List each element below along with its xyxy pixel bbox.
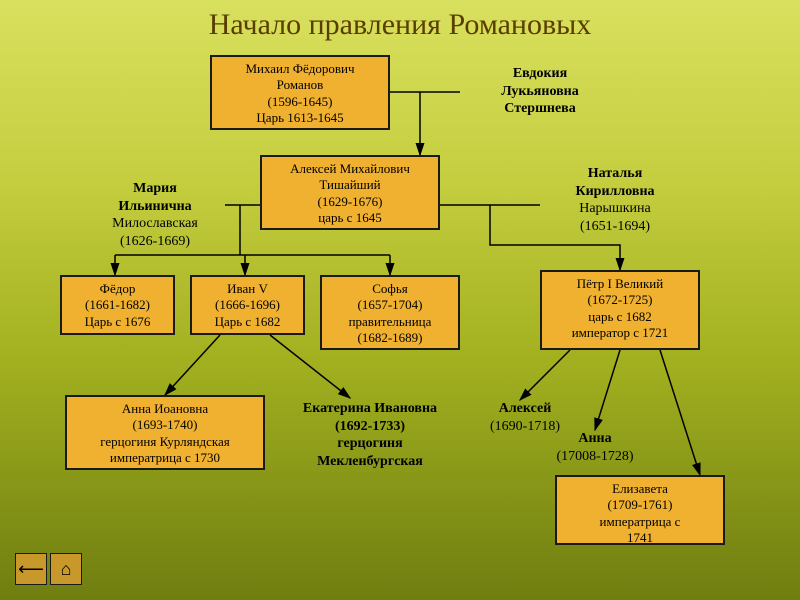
node-maria: МарияИльиничнаМилославская(1626-1669) [85, 180, 225, 250]
node-ivan5: Иван V(1666-1696)Царь с 1682 [190, 275, 305, 335]
home-icon: ⌂ [61, 559, 72, 580]
node-evdokia: ЕвдокияЛукьяновнаСтершнева [460, 65, 620, 118]
slide: Начало правления Романовых Михаил Фёдоро… [0, 0, 800, 600]
node-sofia: Софья(1657-1704)правительница(1682-1689) [320, 275, 460, 350]
node-mikhail: Михаил ФёдоровичРоманов(1596-1645)Царь 1… [210, 55, 390, 130]
arrow-left-icon: ⟵ [18, 559, 44, 580]
nav-back-button[interactable]: ⟵ [15, 553, 47, 585]
page-title: Начало правления Романовых [0, 8, 800, 42]
node-anna_io: Анна Иоановна(1693-1740)герцогиня Курлян… [65, 395, 265, 470]
node-natalia: НатальяКирилловнаНарышкина(1651-1694) [540, 165, 690, 235]
node-alexei: Алексей МихайловичТишайший(1629-1676)цар… [260, 155, 440, 230]
node-ekaterina: Екатерина Ивановна(1692-1733)герцогиняМе… [280, 400, 460, 470]
node-fyodor: Фёдор(1661-1682)Царь с 1676 [60, 275, 175, 335]
node-anna_p: Анна(17008-1728) [545, 430, 645, 465]
node-peter: Пётр I Великий(1672-1725)царь с 1682импе… [540, 270, 700, 350]
node-elizaveta: Елизавета(1709-1761)императрица с1741 [555, 475, 725, 545]
nav-home-button[interactable]: ⌂ [50, 553, 82, 585]
